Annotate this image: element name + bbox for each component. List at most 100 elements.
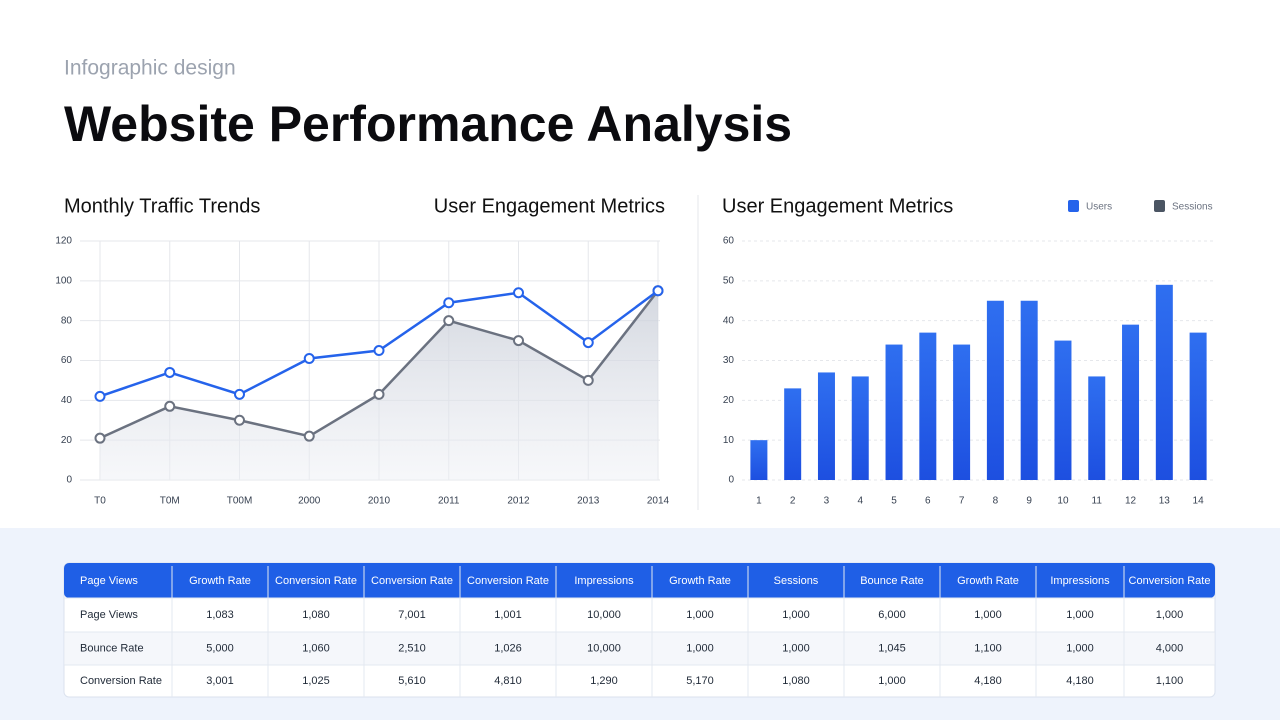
- bar: [1020, 300, 1038, 480]
- table-cell: 1,000: [878, 675, 906, 687]
- column-header: Growth Rate: [669, 575, 731, 587]
- table-cell: 4,180: [974, 675, 1002, 687]
- y-tick-label: 60: [61, 355, 73, 366]
- column-header: Bounce Rate: [860, 575, 924, 587]
- legend-label: Sessions: [1172, 202, 1213, 213]
- point: [513, 335, 524, 347]
- x-tick-label: 13: [1159, 496, 1171, 507]
- x-tick-label: 14: [1193, 496, 1205, 507]
- table-cell: 1,100: [974, 642, 1002, 654]
- table-cell: 1,000: [1066, 609, 1094, 621]
- y-tick-label: 40: [723, 315, 735, 326]
- x-tick-label: 6: [925, 496, 931, 507]
- table-cell: 1,290: [590, 675, 618, 687]
- column-header: Impressions: [574, 575, 634, 587]
- table-cell: 1,080: [782, 675, 810, 687]
- y-tick-label: 100: [55, 275, 72, 286]
- table-cell: 1,000: [782, 609, 810, 621]
- y-tick-label: 0: [728, 475, 734, 486]
- bar: [750, 440, 768, 480]
- column-header: Sessions: [774, 575, 819, 587]
- table-cell: 4,180: [1066, 675, 1094, 687]
- point: [94, 390, 106, 402]
- table-cell: 4,000: [1156, 642, 1184, 654]
- y-tick-label: 80: [61, 315, 73, 326]
- x-tick-label: 2000: [298, 496, 321, 507]
- point: [303, 430, 315, 442]
- point: [303, 353, 315, 365]
- column-header: Growth Rate: [189, 575, 251, 587]
- bar: [1122, 324, 1140, 480]
- x-tick-label: T00M: [227, 496, 253, 507]
- point: [164, 366, 176, 378]
- table-header-bg: [64, 563, 1215, 598]
- table-cell: 5,000: [206, 642, 234, 654]
- table-cell: 1,000: [974, 609, 1002, 621]
- y-tick-label: 20: [723, 395, 735, 406]
- point: [164, 400, 176, 412]
- legend-label: Users: [1086, 202, 1112, 213]
- x-tick-label: 3: [824, 496, 830, 507]
- page-title: Website Performance Analysis: [64, 96, 792, 152]
- bar: [817, 372, 835, 480]
- y-tick-label: 0: [66, 475, 72, 486]
- table-cell: 1,080: [302, 609, 330, 621]
- table-cell: 1,000: [686, 609, 714, 621]
- bar: [1088, 376, 1106, 480]
- x-tick-label: 7: [959, 496, 965, 507]
- table-cell: 1,000: [686, 642, 714, 654]
- bar: [986, 300, 1004, 480]
- point: [582, 374, 594, 386]
- y-tick-label: 60: [723, 236, 735, 247]
- column-header: Conversion Rate: [467, 575, 549, 587]
- x-tick-label: 2013: [577, 496, 600, 507]
- y-tick-label: 20: [61, 435, 73, 446]
- table-cell: Bounce Rate: [80, 642, 144, 654]
- table: Page Views Growth Rate Conversion Rate Conv…: [63, 562, 1216, 698]
- bar: [953, 344, 971, 480]
- table-cell: 6,000: [878, 609, 906, 621]
- table-cell: 1,100: [1156, 675, 1184, 687]
- column-header: Conversion Rate: [1129, 575, 1211, 587]
- x-tick-label: 2: [790, 496, 796, 507]
- x-tick-label: 9: [1026, 496, 1032, 507]
- x-tick-label: 1: [756, 496, 762, 507]
- table-cell: Conversion Rate: [80, 675, 162, 687]
- table-cell: 5,610: [398, 675, 426, 687]
- point: [234, 388, 245, 400]
- point: [373, 388, 385, 400]
- x-tick-label: 2012: [507, 496, 530, 507]
- point: [373, 345, 385, 357]
- bar: [851, 376, 869, 480]
- chart-subtitle: User Engagement Metrics: [434, 195, 665, 217]
- point: [443, 297, 455, 309]
- column-header: Conversion Rate: [371, 575, 453, 587]
- column-header: Conversion Rate: [275, 575, 357, 587]
- legend-swatch: [1154, 200, 1165, 212]
- x-tick-label: 2014: [647, 496, 670, 507]
- table-cell: 4,810: [494, 675, 522, 687]
- point: [234, 414, 245, 426]
- table-cell: 3,001: [206, 675, 234, 687]
- table-cell: 1,083: [206, 609, 234, 621]
- x-tick-label: 4: [857, 496, 863, 507]
- table-cell: 1,001: [494, 609, 522, 621]
- x-tick-label: 11: [1092, 496, 1103, 507]
- bar: [885, 344, 903, 480]
- x-tick-label: 8: [993, 496, 999, 507]
- x-tick-label: 10: [1057, 496, 1069, 507]
- chart-title: Monthly Traffic Trends: [64, 195, 260, 217]
- legend-swatch: [1068, 200, 1079, 212]
- x-tick-label: 2011: [438, 496, 460, 507]
- x-tick-label: 2010: [368, 496, 391, 507]
- area: [100, 290, 658, 480]
- column-header: Page Views: [80, 575, 138, 587]
- x-tick-label: 12: [1125, 496, 1137, 507]
- bar: [1155, 284, 1173, 480]
- table-cell: 1,000: [1066, 642, 1094, 654]
- table-cell: 2,510: [398, 642, 426, 654]
- table-cell: 10,000: [587, 609, 621, 621]
- table-cell: 1,000: [1156, 609, 1184, 621]
- chart-title: User Engagement Metrics: [722, 195, 953, 217]
